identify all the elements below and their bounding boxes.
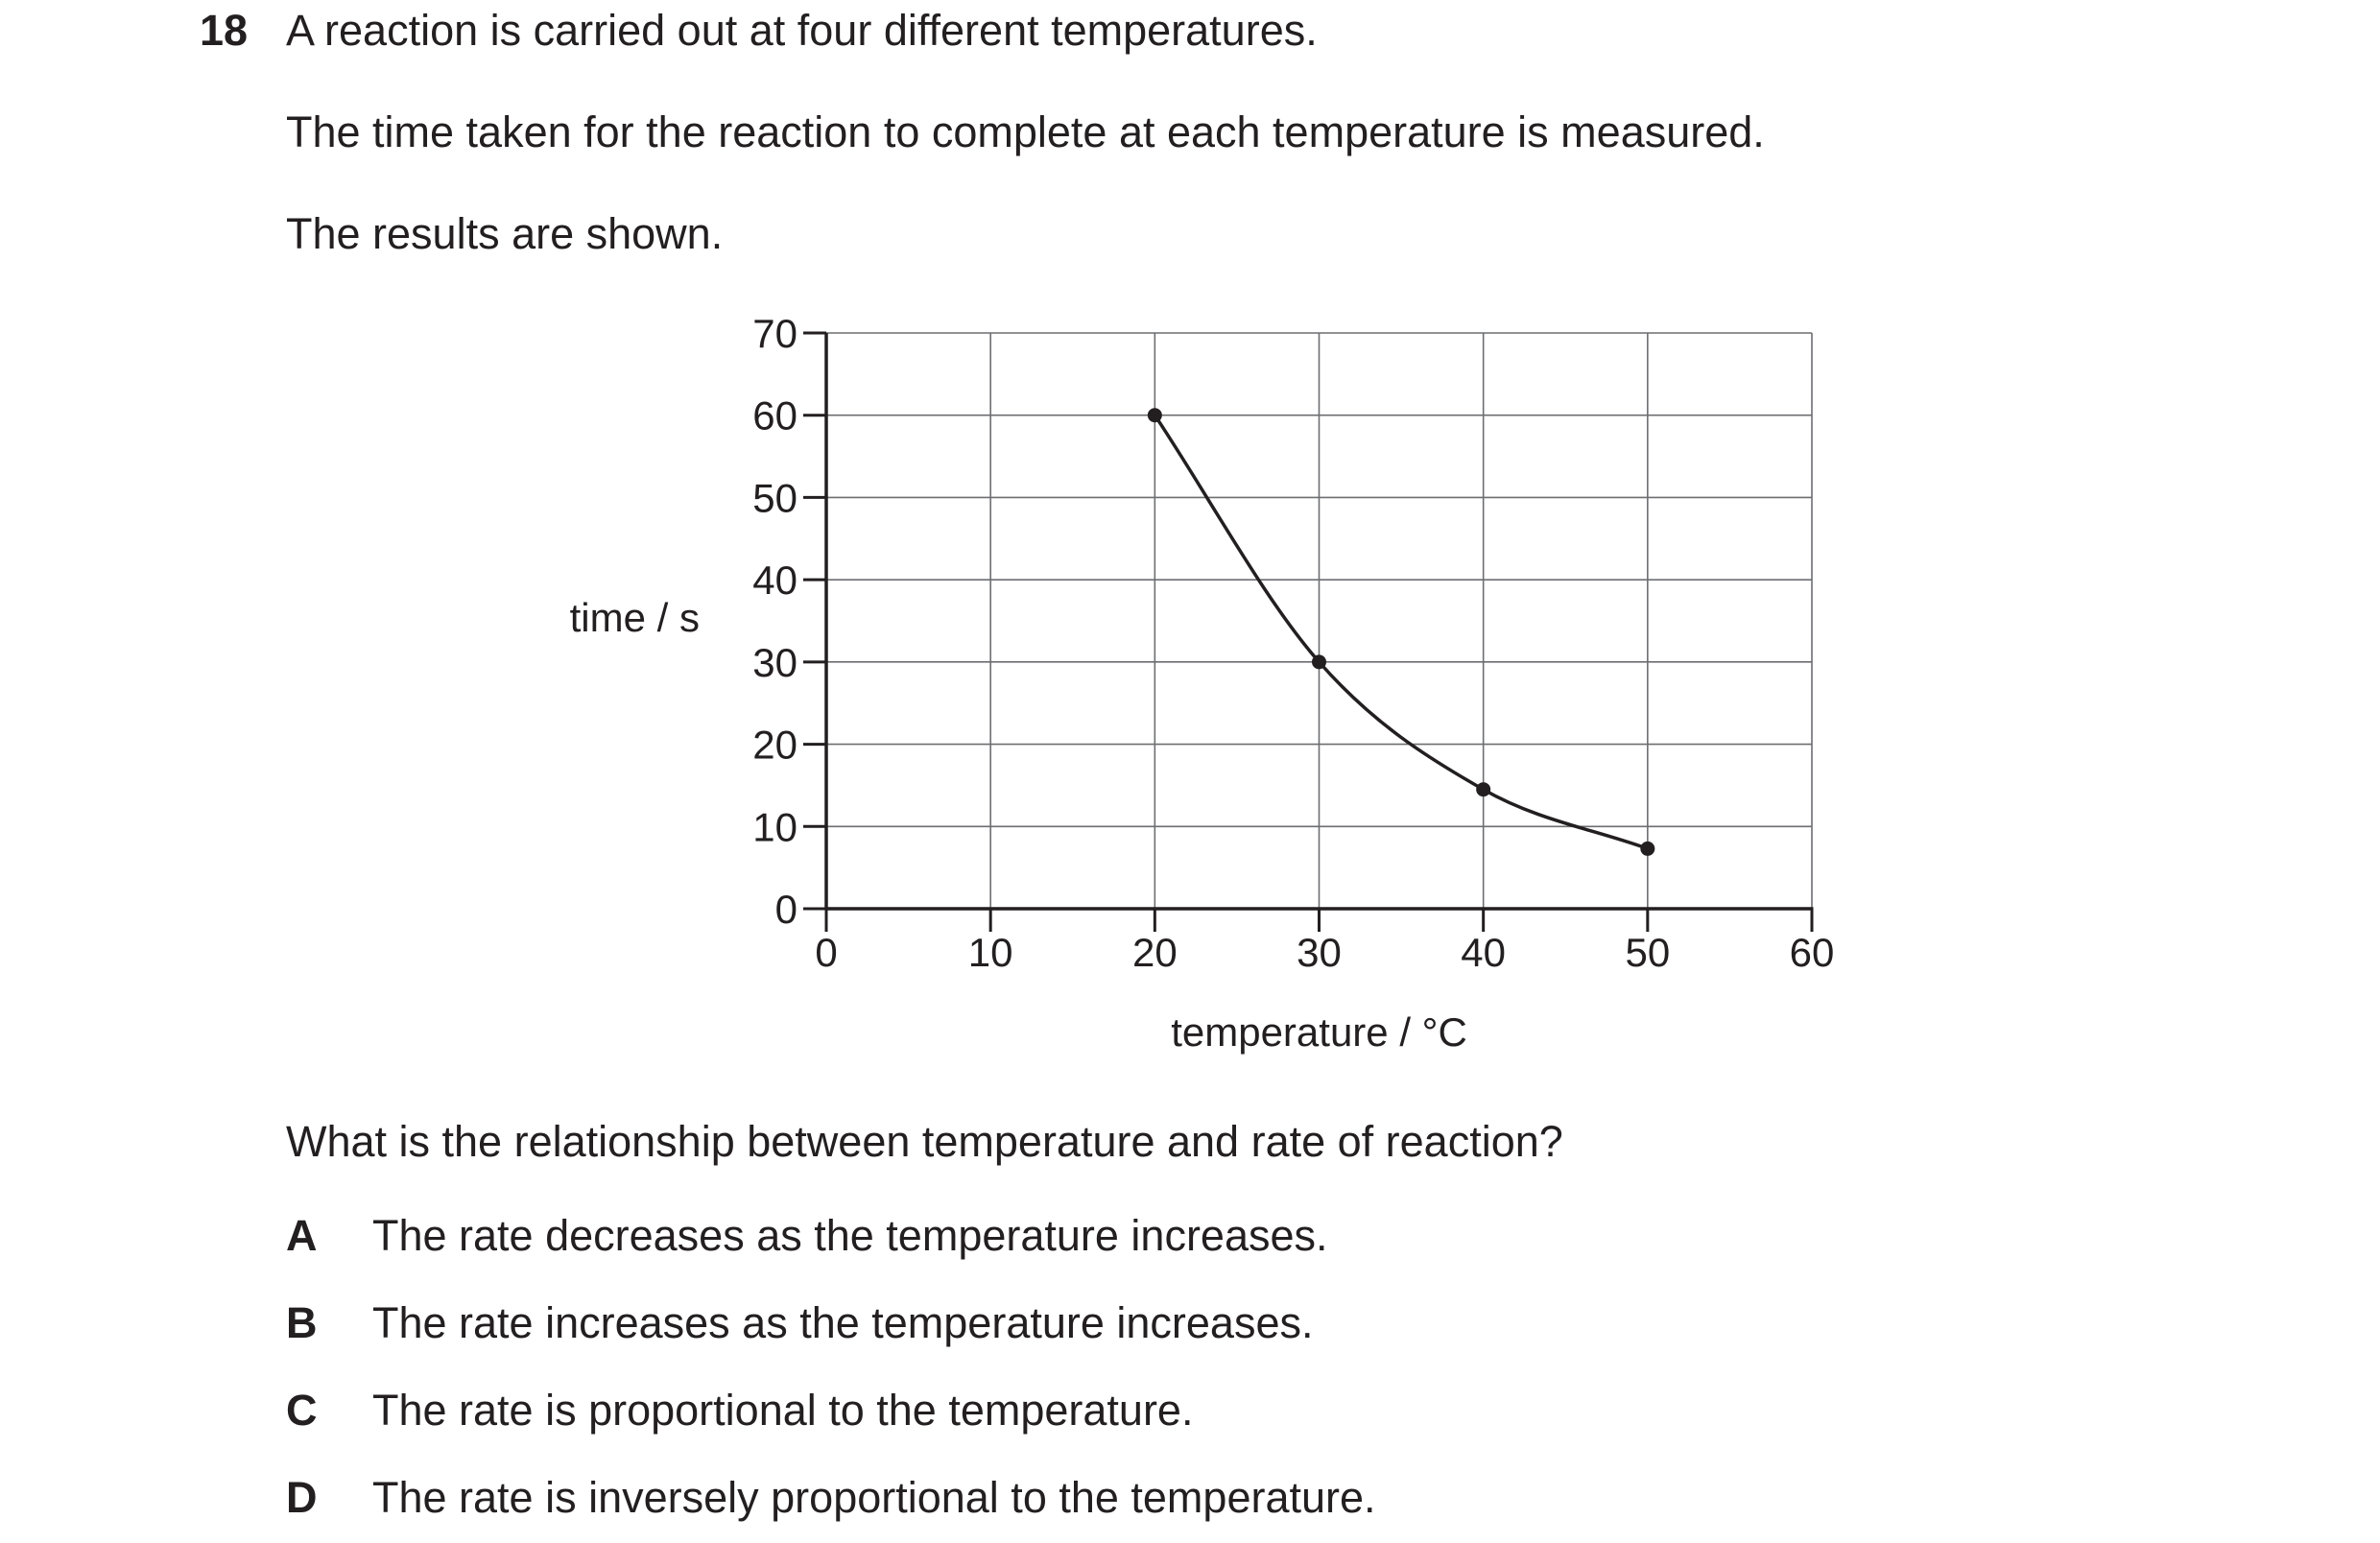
data-point-40 xyxy=(1476,782,1491,797)
data-point-20 xyxy=(1147,408,1162,423)
chart-axes xyxy=(803,331,1814,932)
x-tick-label-0: 0 xyxy=(815,930,837,975)
option-d-text[interactable]: The rate is inversely proportional to th… xyxy=(372,1473,1376,1522)
y-tick-label-40: 40 xyxy=(752,558,797,603)
option-b-letter[interactable]: B xyxy=(286,1298,318,1347)
option-d-letter[interactable]: D xyxy=(286,1473,318,1522)
x-tick-label-40: 40 xyxy=(1461,930,1506,975)
y-axis-title: time / s xyxy=(570,595,700,640)
series-line-0 xyxy=(1153,414,1649,851)
option-c-text[interactable]: The rate is proportional to the temperat… xyxy=(372,1386,1194,1435)
chart-grid xyxy=(826,332,1813,909)
option-c-letter[interactable]: C xyxy=(286,1386,318,1435)
y-tick-label-70: 70 xyxy=(752,311,797,356)
question-intro: A reaction is carried out at four differ… xyxy=(286,6,1318,55)
data-point-30 xyxy=(1312,654,1326,670)
x-tick-label-30: 30 xyxy=(1297,930,1342,975)
data-point-50 xyxy=(1640,841,1655,856)
y-tick-label-20: 20 xyxy=(752,723,797,768)
y-tick-label-30: 30 xyxy=(752,640,797,685)
y-tick-label-50: 50 xyxy=(752,475,797,520)
x-tick-label-20: 20 xyxy=(1132,930,1178,975)
question-line-3: The results are shown. xyxy=(286,209,724,258)
option-a-text[interactable]: The rate decreases as the temperature in… xyxy=(372,1211,1328,1260)
chart-labels: 0 10 20 30 40 50 60 70 0 10 20 30 40 50 60 time / s temp… xyxy=(570,311,1835,1055)
option-b-text[interactable]: The rate increases as the temperature in… xyxy=(372,1298,1314,1347)
x-tick-label-10: 10 xyxy=(968,930,1013,975)
time-temperature-chart: 0 10 20 30 40 50 60 70 0 10 20 30 40 50 60 time / s temp… xyxy=(570,311,1835,1055)
question-prompt: What is the relationship between tempera… xyxy=(286,1117,1563,1166)
y-tick-label-0: 0 xyxy=(775,887,797,932)
option-a-letter[interactable]: A xyxy=(286,1211,318,1260)
chart-series xyxy=(1147,408,1655,856)
y-tick-label-10: 10 xyxy=(752,804,797,849)
question-number: 18 xyxy=(200,6,249,55)
x-axis-title: temperature / °C xyxy=(1171,1009,1467,1055)
question-line-2: The time taken for the reaction to compl… xyxy=(286,107,1765,156)
x-tick-label-50: 50 xyxy=(1625,930,1670,975)
y-tick-label-60: 60 xyxy=(752,393,797,439)
x-tick-label-60: 60 xyxy=(1790,930,1835,975)
